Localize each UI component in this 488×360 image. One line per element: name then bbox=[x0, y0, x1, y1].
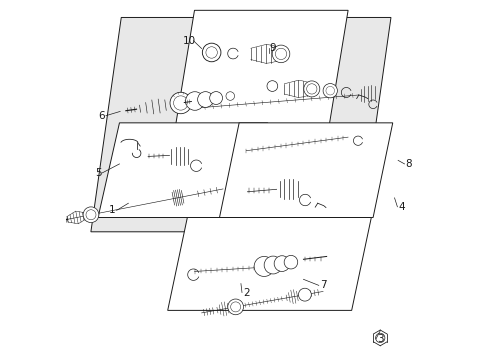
Circle shape bbox=[284, 255, 297, 269]
Text: 7: 7 bbox=[319, 280, 325, 291]
Circle shape bbox=[173, 96, 187, 110]
Circle shape bbox=[86, 210, 96, 220]
Circle shape bbox=[275, 48, 286, 59]
Text: 8: 8 bbox=[405, 159, 411, 169]
Circle shape bbox=[197, 92, 213, 107]
Circle shape bbox=[266, 81, 277, 91]
Text: 9: 9 bbox=[269, 43, 276, 53]
Circle shape bbox=[274, 256, 289, 271]
Circle shape bbox=[254, 256, 274, 276]
Text: 5: 5 bbox=[95, 168, 101, 178]
Circle shape bbox=[230, 302, 240, 312]
Polygon shape bbox=[175, 10, 347, 130]
Circle shape bbox=[227, 299, 243, 315]
Text: 6: 6 bbox=[98, 111, 105, 121]
Circle shape bbox=[298, 288, 311, 301]
Circle shape bbox=[375, 333, 384, 342]
Circle shape bbox=[325, 86, 334, 95]
Polygon shape bbox=[167, 217, 370, 310]
Polygon shape bbox=[219, 123, 392, 217]
Text: 3: 3 bbox=[376, 334, 383, 344]
Circle shape bbox=[323, 84, 337, 98]
Circle shape bbox=[272, 45, 289, 63]
Text: 1: 1 bbox=[109, 205, 115, 215]
Text: 2: 2 bbox=[243, 288, 249, 297]
Text: 4: 4 bbox=[398, 202, 404, 212]
Text: 10: 10 bbox=[182, 36, 195, 46]
Circle shape bbox=[170, 92, 191, 114]
Circle shape bbox=[225, 92, 234, 100]
Polygon shape bbox=[98, 123, 267, 217]
Circle shape bbox=[83, 207, 99, 222]
Circle shape bbox=[306, 84, 316, 94]
Circle shape bbox=[185, 92, 204, 110]
Circle shape bbox=[202, 43, 221, 62]
Polygon shape bbox=[91, 18, 390, 232]
Circle shape bbox=[303, 81, 319, 97]
Circle shape bbox=[264, 256, 282, 274]
Circle shape bbox=[205, 47, 217, 58]
Circle shape bbox=[209, 91, 222, 104]
